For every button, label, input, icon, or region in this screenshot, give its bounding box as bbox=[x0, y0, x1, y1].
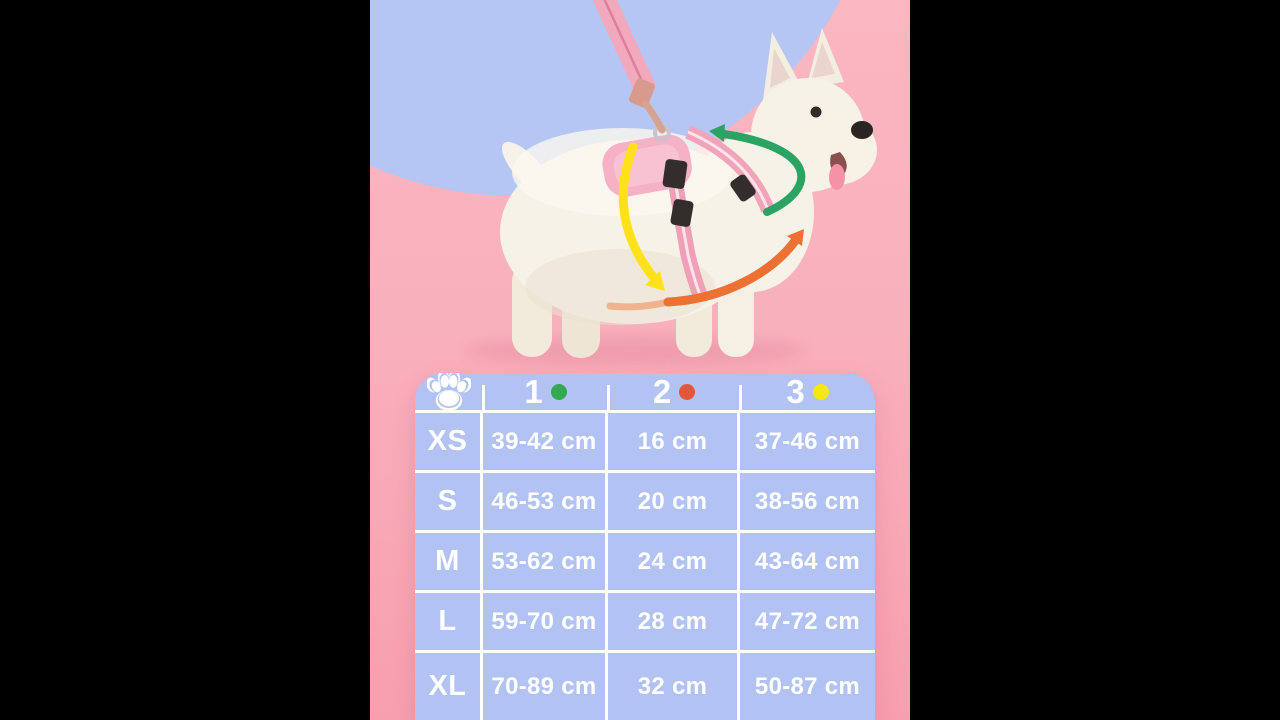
leash-clasp-hook bbox=[642, 100, 666, 134]
header-paw-cell bbox=[415, 372, 485, 413]
size-label-xl: XL bbox=[415, 653, 483, 720]
yellow-dot bbox=[812, 383, 829, 400]
dog-inner-ear bbox=[770, 48, 790, 88]
neck-girth-arrow bbox=[720, 130, 806, 216]
measurement-cell: 70-89 cm bbox=[483, 653, 608, 720]
chest-girth-arrowhead bbox=[645, 271, 665, 291]
header-col-2-label: 2 bbox=[652, 372, 672, 410]
header-col-3-label: 3 bbox=[786, 372, 805, 410]
measurement-cell: 50-87 cm bbox=[754, 672, 861, 700]
dog-tongue bbox=[829, 164, 845, 190]
size-label-xs: XS bbox=[415, 413, 483, 473]
measurement-cell: 53-62 cm bbox=[483, 533, 608, 593]
dog-inner-ear bbox=[812, 42, 835, 78]
measurement-cell: 47-72 cm bbox=[740, 593, 875, 653]
harness-buckle bbox=[730, 174, 756, 202]
measurement-cell: 28 cm bbox=[608, 593, 740, 653]
leash-strap-stripe bbox=[603, 0, 648, 91]
measurement-cell: 39-42 cm bbox=[483, 413, 608, 473]
measurement-cell: 46-53 cm bbox=[483, 473, 608, 533]
measurement-cell: 43-64 cm bbox=[740, 533, 875, 593]
harness-neck-strap-stripe bbox=[687, 130, 770, 211]
measurement-cell: 32 cm bbox=[608, 653, 740, 720]
harness-buckle bbox=[670, 199, 694, 227]
back-length-arrow-tail bbox=[606, 298, 672, 311]
size-chart-panel: 1 2 3 XS 39-42 cm 16 cm 37-46 cm S 46-53… bbox=[415, 372, 875, 720]
measurement-cell: 24 cm bbox=[608, 533, 740, 593]
paw-icon bbox=[427, 372, 471, 411]
header-col-3: 3 bbox=[740, 373, 875, 413]
measurement-cell: 59-70 cm bbox=[483, 593, 608, 653]
leash-clasp bbox=[629, 78, 655, 108]
back-length-arrowhead bbox=[787, 229, 804, 246]
dog-nose bbox=[851, 121, 873, 139]
header-col-2: 2 bbox=[608, 372, 742, 413]
chest-girth-arrow bbox=[618, 142, 659, 283]
product-image: 1 2 3 XS 39-42 cm 16 cm 37-46 cm S 46-53… bbox=[370, 0, 910, 720]
dog-photo-illustration bbox=[465, 0, 877, 366]
measurement-cell: 20 cm bbox=[608, 473, 740, 533]
red-dot bbox=[679, 383, 696, 400]
measurement-cell: 16 cm bbox=[608, 413, 740, 473]
harness-buckle bbox=[662, 159, 688, 189]
dog-eye bbox=[810, 106, 822, 118]
green-dot bbox=[550, 383, 567, 400]
size-label-l: L bbox=[415, 593, 483, 653]
measurement-cell: 37-46 cm bbox=[740, 413, 875, 473]
back-length-arrow bbox=[663, 236, 800, 307]
header-col-1: 1 bbox=[483, 372, 610, 413]
size-label-m: M bbox=[415, 533, 483, 593]
size-label-s: S bbox=[415, 473, 483, 533]
measurement-cell: 38-56 cm bbox=[740, 473, 875, 533]
header-col-1-label: 1 bbox=[524, 372, 543, 410]
neck-girth-arrowhead bbox=[709, 124, 725, 142]
